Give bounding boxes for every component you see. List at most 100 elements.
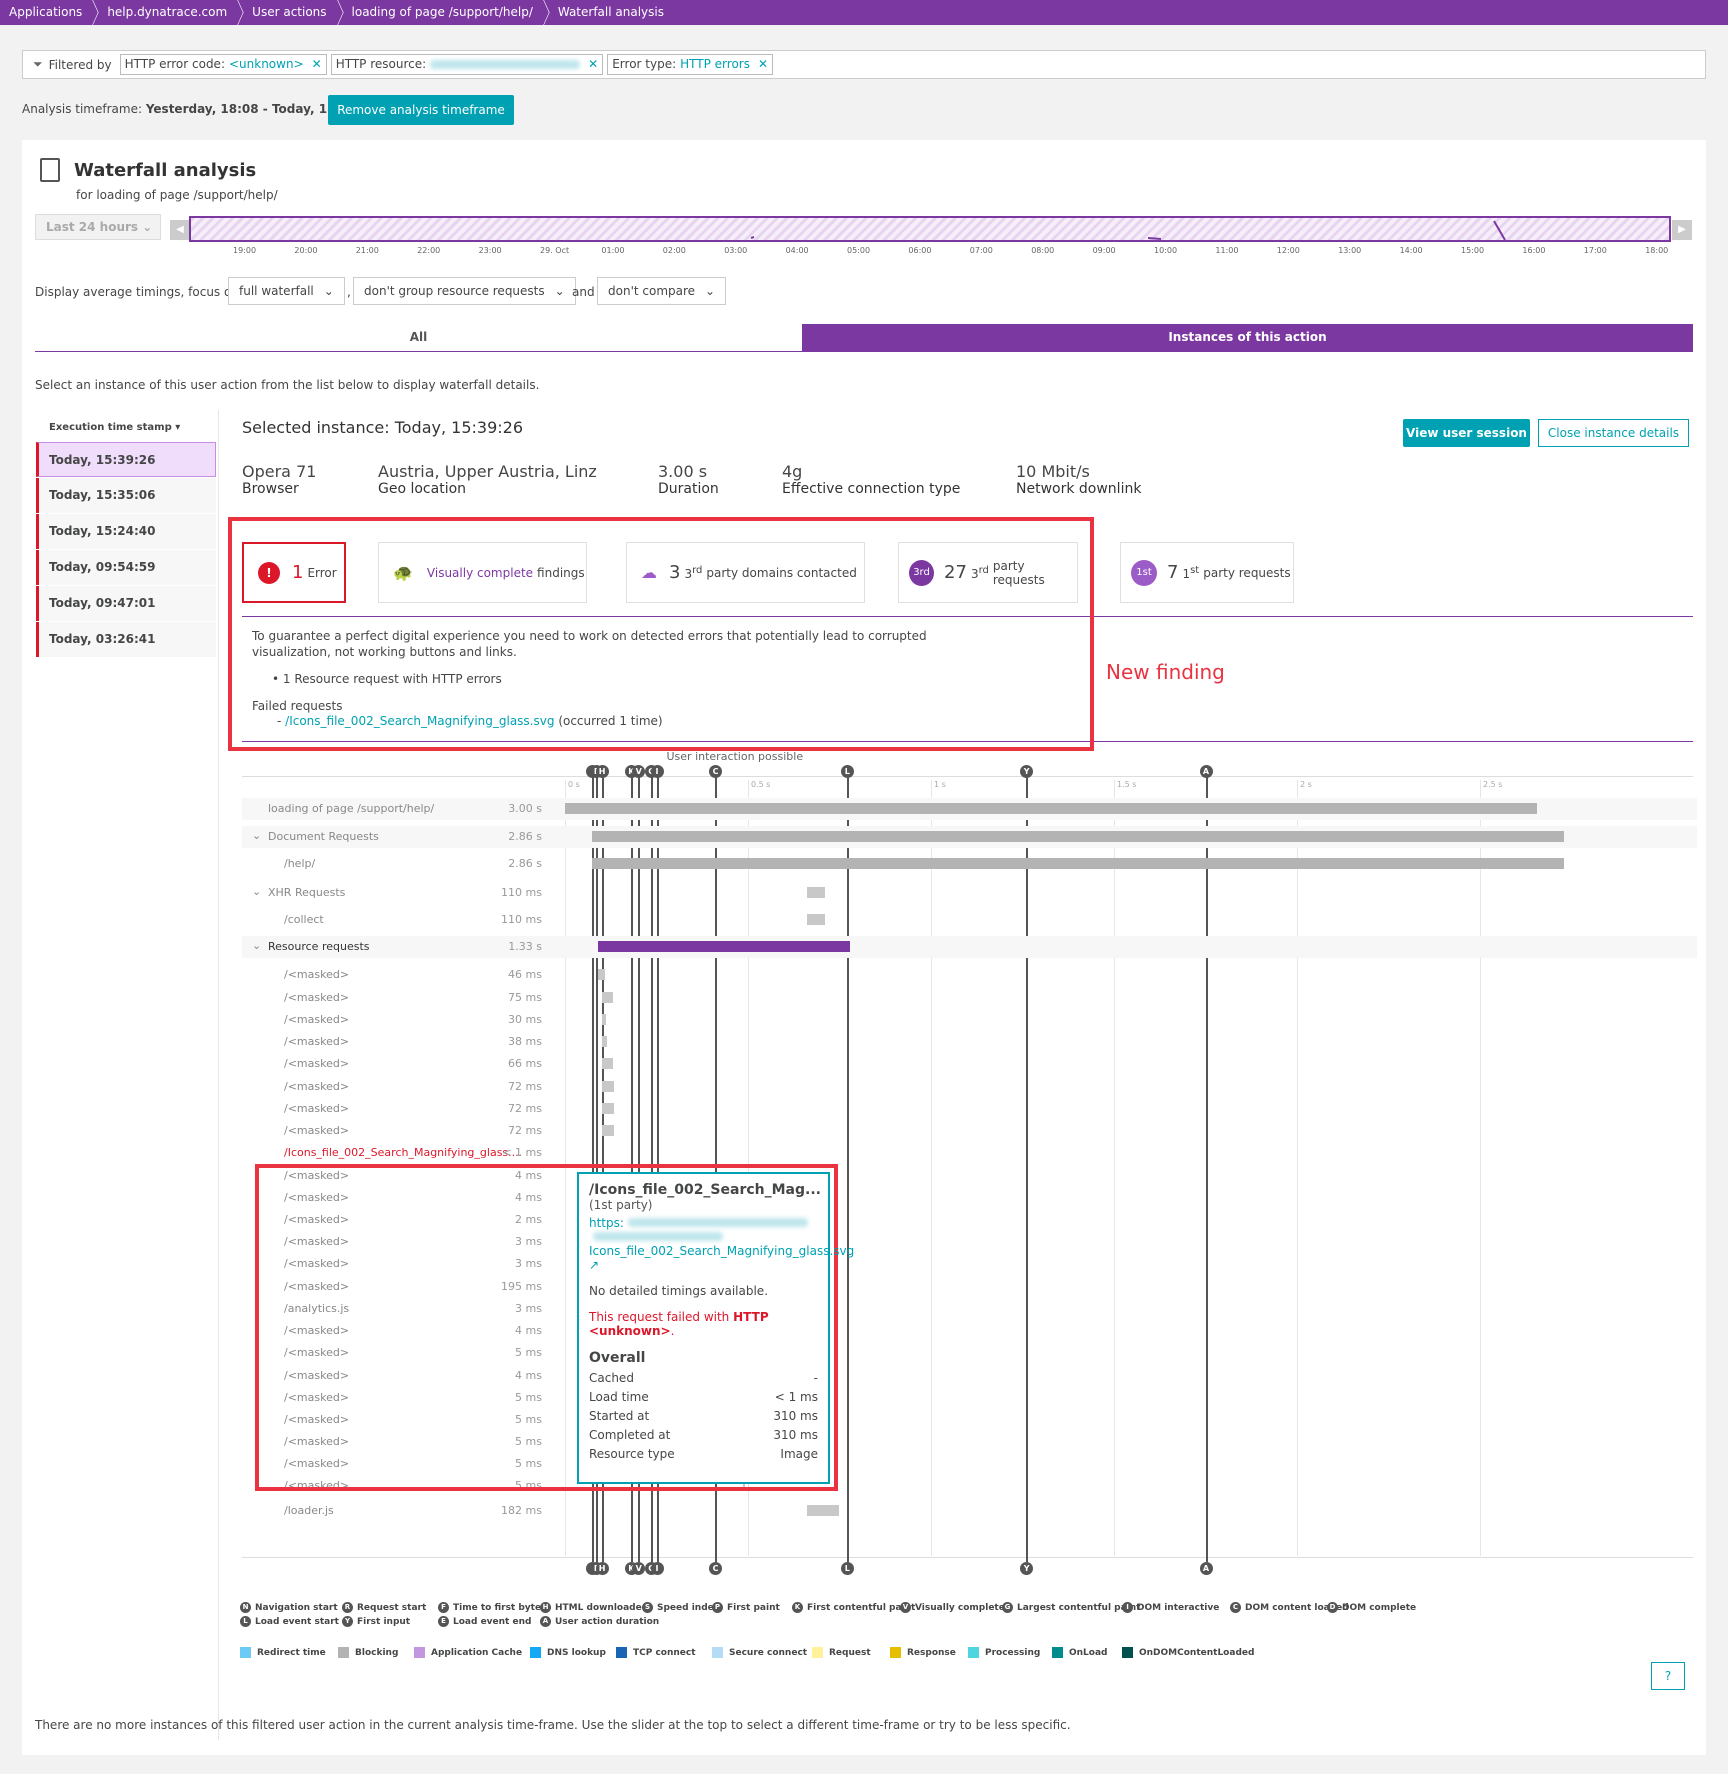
row-label: /<masked> — [284, 1191, 350, 1204]
visually-complete-card[interactable]: 🐢 Visually complete findings — [378, 542, 587, 603]
filter-chip-http-error-code[interactable]: HTTP error code: <unknown> ✕ — [119, 54, 327, 75]
timeline-tick: 09:00 — [1092, 246, 1116, 255]
view-user-session-button[interactable]: View user session — [1403, 419, 1530, 447]
breadcrumb-item[interactable]: User actions — [243, 0, 342, 25]
legend-marker-icon: H — [540, 1602, 551, 1613]
visually-complete-link[interactable]: Visually complete — [426, 565, 534, 580]
legend-marker: E Load event end — [438, 1616, 531, 1627]
row-label: /loader.js — [284, 1504, 334, 1517]
third-party-requests-card[interactable]: 3rd 27 3rd party requests — [898, 542, 1078, 603]
waterfall-row[interactable]: /<masked> 4 ms — [242, 1320, 1697, 1342]
tooltip-url[interactable]: https: Icons_file_002_Search_Magnifying_g… — [589, 1216, 855, 1272]
instance-item[interactable]: Today, 15:39:26 — [36, 442, 216, 477]
timing-bar — [601, 1058, 613, 1069]
close-instance-details-button[interactable]: Close instance details — [1538, 419, 1689, 447]
waterfall-row[interactable]: /<masked> 46 ms — [242, 964, 1697, 986]
waterfall-row[interactable]: /<masked> 38 ms — [242, 1031, 1697, 1053]
tooltip-key: Resource type — [589, 1447, 675, 1461]
breadcrumb-item[interactable]: help.dynatrace.com — [98, 0, 243, 25]
error-card[interactable]: ! 1 Error — [242, 542, 346, 603]
waterfall-row[interactable]: /<masked> 5 ms — [242, 1431, 1697, 1453]
instance-item[interactable]: Today, 09:47:01 — [36, 586, 216, 621]
remove-timeframe-button[interactable]: Remove analysis timeframe — [328, 95, 514, 125]
waterfall-row[interactable]: /<masked> 72 ms — [242, 1098, 1697, 1120]
timeline-tick: 08:00 — [1031, 246, 1055, 255]
timeline-slider[interactable] — [189, 216, 1671, 242]
waterfall-row[interactable]: /<masked> 72 ms — [242, 1076, 1697, 1098]
breadcrumb-item[interactable]: Waterfall analysis — [557, 5, 664, 19]
chip-key: HTTP resource: — [335, 57, 427, 71]
chevron-down-icon[interactable]: ⌄ — [252, 939, 262, 952]
legend-marker-icon: R — [342, 1602, 353, 1613]
close-icon[interactable]: ✕ — [757, 57, 769, 71]
filter-chip-error-type[interactable]: Error type: HTTP errors ✕ — [607, 54, 774, 75]
legend-marker-label: User action duration — [555, 1616, 660, 1627]
legend-color-label: Redirect time — [257, 1647, 326, 1658]
waterfall-row[interactable]: /<masked> 75 ms — [242, 987, 1697, 1009]
waterfall-row[interactable]: Resource requests ⌄ 1.33 s — [242, 936, 1697, 958]
row-duration: 75 ms — [508, 991, 542, 1004]
waterfall-row[interactable]: /<masked> 3 ms — [242, 1253, 1697, 1275]
failed-request-link[interactable]: /Icons_file_002_Search_Magnifying_glass.… — [285, 714, 555, 728]
legend-marker: A User action duration — [540, 1616, 659, 1627]
chevron-down-icon[interactable]: ⌄ — [252, 885, 262, 898]
legend-color-label: OnDOMContentLoaded — [1139, 1647, 1255, 1658]
row-label: loading of page /support/help/ — [268, 802, 435, 815]
instance-item[interactable]: Today, 09:54:59 — [36, 550, 216, 585]
waterfall-row[interactable]: /<masked> 5 ms — [242, 1342, 1697, 1364]
close-icon[interactable]: ✕ — [311, 57, 322, 71]
group-dropdown[interactable]: don't group resource requests — [353, 277, 576, 305]
chevron-down-icon[interactable]: ⌄ — [252, 829, 262, 842]
waterfall-row[interactable]: /<masked> 3 ms — [242, 1231, 1697, 1253]
breadcrumb-item[interactable]: Applications — [0, 0, 98, 25]
filter-chip-http-resource[interactable]: HTTP resource: ✕ — [330, 54, 604, 75]
waterfall-row[interactable]: /<masked> 5 ms — [242, 1453, 1697, 1475]
focus-dropdown[interactable]: full waterfall — [228, 277, 345, 305]
compare-dropdown[interactable]: don't compare — [597, 277, 727, 305]
waterfall-row[interactable]: /<masked> 4 ms — [242, 1187, 1697, 1209]
tab-all[interactable]: All — [35, 324, 802, 352]
row-duration: 4 ms — [515, 1191, 542, 1204]
waterfall-row[interactable]: /<masked> 4 ms — [242, 1365, 1697, 1387]
waterfall-row[interactable]: /<masked> 30 ms — [242, 1009, 1697, 1031]
waterfall-row[interactable]: /<masked> 4 ms — [242, 1165, 1697, 1187]
interaction-label: User interaction possible — [666, 750, 804, 763]
help-button[interactable]: ? — [1651, 1662, 1685, 1690]
axis-label: 2 s — [1300, 780, 1312, 789]
waterfall-row[interactable]: /Icons_file_002_Search_Magnifying_glass.… — [242, 1142, 1697, 1164]
timeline-right-arrow[interactable]: ▶ — [1672, 220, 1692, 240]
row-label: /<masked> — [284, 1257, 350, 1270]
waterfall-row[interactable]: /<masked> 5 ms — [242, 1409, 1697, 1431]
axis-label: 0 s — [568, 780, 580, 789]
tab-instances[interactable]: Instances of this action — [802, 324, 1693, 352]
waterfall-row[interactable]: /<masked> 195 ms — [242, 1276, 1697, 1298]
instance-item[interactable]: Today, 15:24:40 — [36, 514, 216, 549]
url-prefix: https: — [589, 1216, 624, 1230]
instance-item[interactable]: Today, 15:35:06 — [36, 478, 216, 513]
waterfall-row[interactable]: XHR Requests ⌄ 110 ms — [242, 882, 1697, 904]
fact-1: Austria, Upper Austria, Linz Geo location — [378, 462, 597, 497]
legend-marker-icon: D — [1327, 1602, 1338, 1613]
url-file: Icons_file_002_Search_Magnifying_glass.s… — [589, 1244, 855, 1258]
legend-marker: F Time to first byte — [438, 1602, 541, 1613]
third-party-domains-card[interactable]: ☁ 3 3rd party domains contacted — [626, 542, 865, 603]
timeline-left-arrow[interactable]: ◀ — [170, 220, 190, 240]
row-duration: 5 ms — [515, 1457, 542, 1470]
waterfall-row[interactable]: /loader.js 182 ms — [242, 1500, 1697, 1522]
close-icon[interactable]: ✕ — [588, 57, 599, 71]
waterfall-row[interactable]: /analytics.js 3 ms — [242, 1298, 1697, 1320]
waterfall-row[interactable]: /collect 110 ms — [242, 909, 1697, 931]
instance-item[interactable]: Today, 03:26:41 — [36, 622, 216, 657]
waterfall-row[interactable]: /<masked> 66 ms — [242, 1053, 1697, 1075]
waterfall-row[interactable]: /<masked> 72 ms — [242, 1120, 1697, 1142]
marker-bottom: H — [595, 1562, 609, 1575]
breadcrumb-item[interactable]: loading of page /support/help/ — [343, 0, 549, 25]
first-party-requests-card[interactable]: 1st 7 1st party requests — [1120, 542, 1294, 603]
row-duration: 5 ms — [515, 1391, 542, 1404]
waterfall-row[interactable]: /help/2.86 s — [242, 853, 1697, 875]
waterfall-row[interactable]: /<masked> 2 ms — [242, 1209, 1697, 1231]
legend-marker: H HTML downloaded — [540, 1602, 648, 1613]
execution-timestamp-header[interactable]: Execution time stamp ▾ — [49, 422, 181, 433]
range-select[interactable]: Last 24 hours ⌄ — [35, 214, 161, 240]
waterfall-row[interactable]: /<masked> 5 ms — [242, 1387, 1697, 1409]
